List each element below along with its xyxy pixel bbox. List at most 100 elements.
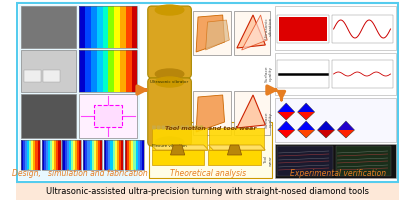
Bar <box>80 6 137 48</box>
Bar <box>110 140 113 170</box>
Ellipse shape <box>156 5 184 15</box>
Text: Design,   simulation and fabrication: Design, simulation and fabrication <box>12 170 147 178</box>
FancyBboxPatch shape <box>166 126 170 130</box>
Polygon shape <box>208 150 261 165</box>
Polygon shape <box>196 95 225 132</box>
FancyBboxPatch shape <box>181 126 184 130</box>
Bar <box>21 50 76 92</box>
Bar <box>85 6 91 48</box>
Bar <box>31 140 34 170</box>
Ellipse shape <box>156 69 184 79</box>
Bar <box>152 128 206 150</box>
Polygon shape <box>337 130 346 138</box>
Bar <box>335 146 391 176</box>
Polygon shape <box>152 150 204 165</box>
Bar <box>56 140 59 170</box>
Bar <box>332 60 393 88</box>
Bar <box>108 50 114 92</box>
Bar <box>88 140 90 170</box>
Polygon shape <box>298 130 315 138</box>
Polygon shape <box>227 145 242 155</box>
Bar <box>104 140 106 170</box>
Bar <box>135 140 138 170</box>
Bar <box>92 140 94 170</box>
Bar <box>21 94 76 138</box>
Bar <box>46 140 48 170</box>
Bar <box>132 6 137 48</box>
Bar <box>62 140 81 170</box>
Bar <box>234 91 270 135</box>
Polygon shape <box>318 121 335 130</box>
Bar <box>97 6 103 48</box>
Bar <box>115 140 117 170</box>
Bar <box>125 140 144 170</box>
Bar <box>100 140 102 170</box>
FancyBboxPatch shape <box>157 126 160 130</box>
Bar <box>275 144 396 178</box>
Polygon shape <box>286 130 295 138</box>
Polygon shape <box>318 130 326 138</box>
Polygon shape <box>298 112 306 120</box>
Polygon shape <box>337 130 354 138</box>
Bar <box>80 6 85 48</box>
Bar <box>79 140 81 170</box>
Polygon shape <box>298 103 315 112</box>
Bar <box>62 140 65 170</box>
Bar <box>149 122 272 178</box>
Bar <box>275 6 396 50</box>
Bar <box>29 140 31 170</box>
Polygon shape <box>346 130 354 138</box>
Polygon shape <box>337 121 354 130</box>
Bar <box>114 6 120 48</box>
Polygon shape <box>286 112 295 120</box>
Text: Surface
quality: Surface quality <box>264 66 273 82</box>
Bar <box>129 140 131 170</box>
Bar <box>69 140 71 170</box>
Bar <box>119 140 121 170</box>
Bar <box>131 140 133 170</box>
Bar <box>36 140 38 170</box>
Bar <box>193 91 231 135</box>
Bar <box>44 140 46 170</box>
Polygon shape <box>237 15 265 48</box>
Bar <box>125 140 127 170</box>
Bar <box>80 50 137 92</box>
Bar <box>332 15 393 43</box>
Bar <box>120 50 126 92</box>
Bar <box>98 140 100 170</box>
FancyBboxPatch shape <box>185 126 189 130</box>
Bar <box>42 70 59 82</box>
Bar <box>85 50 91 92</box>
FancyBboxPatch shape <box>171 126 175 130</box>
Polygon shape <box>318 130 335 138</box>
Bar <box>91 50 97 92</box>
Bar <box>114 50 120 92</box>
Polygon shape <box>242 15 267 50</box>
Bar <box>83 140 85 170</box>
Bar <box>77 140 79 170</box>
Polygon shape <box>278 103 295 112</box>
FancyBboxPatch shape <box>190 126 194 130</box>
Bar <box>103 6 108 48</box>
FancyBboxPatch shape <box>148 78 191 146</box>
Polygon shape <box>196 15 225 52</box>
Bar <box>42 140 44 170</box>
Polygon shape <box>208 145 265 150</box>
Polygon shape <box>278 121 295 130</box>
Bar <box>277 146 332 176</box>
Bar <box>34 140 36 170</box>
FancyBboxPatch shape <box>152 126 156 130</box>
Text: Flexure vibration: Flexure vibration <box>152 144 187 148</box>
Bar <box>120 6 126 48</box>
Bar <box>75 140 77 170</box>
Text: Ultrasonic-assisted ultra-precision turning with straight-nosed diamond tools: Ultrasonic-assisted ultra-precision turn… <box>46 186 369 196</box>
Bar <box>73 140 75 170</box>
Bar <box>126 6 132 48</box>
Bar <box>52 140 54 170</box>
Bar <box>142 140 144 170</box>
Bar <box>21 140 40 170</box>
Bar <box>279 17 327 41</box>
Bar <box>27 140 29 170</box>
Bar <box>103 50 108 92</box>
Ellipse shape <box>156 137 184 147</box>
